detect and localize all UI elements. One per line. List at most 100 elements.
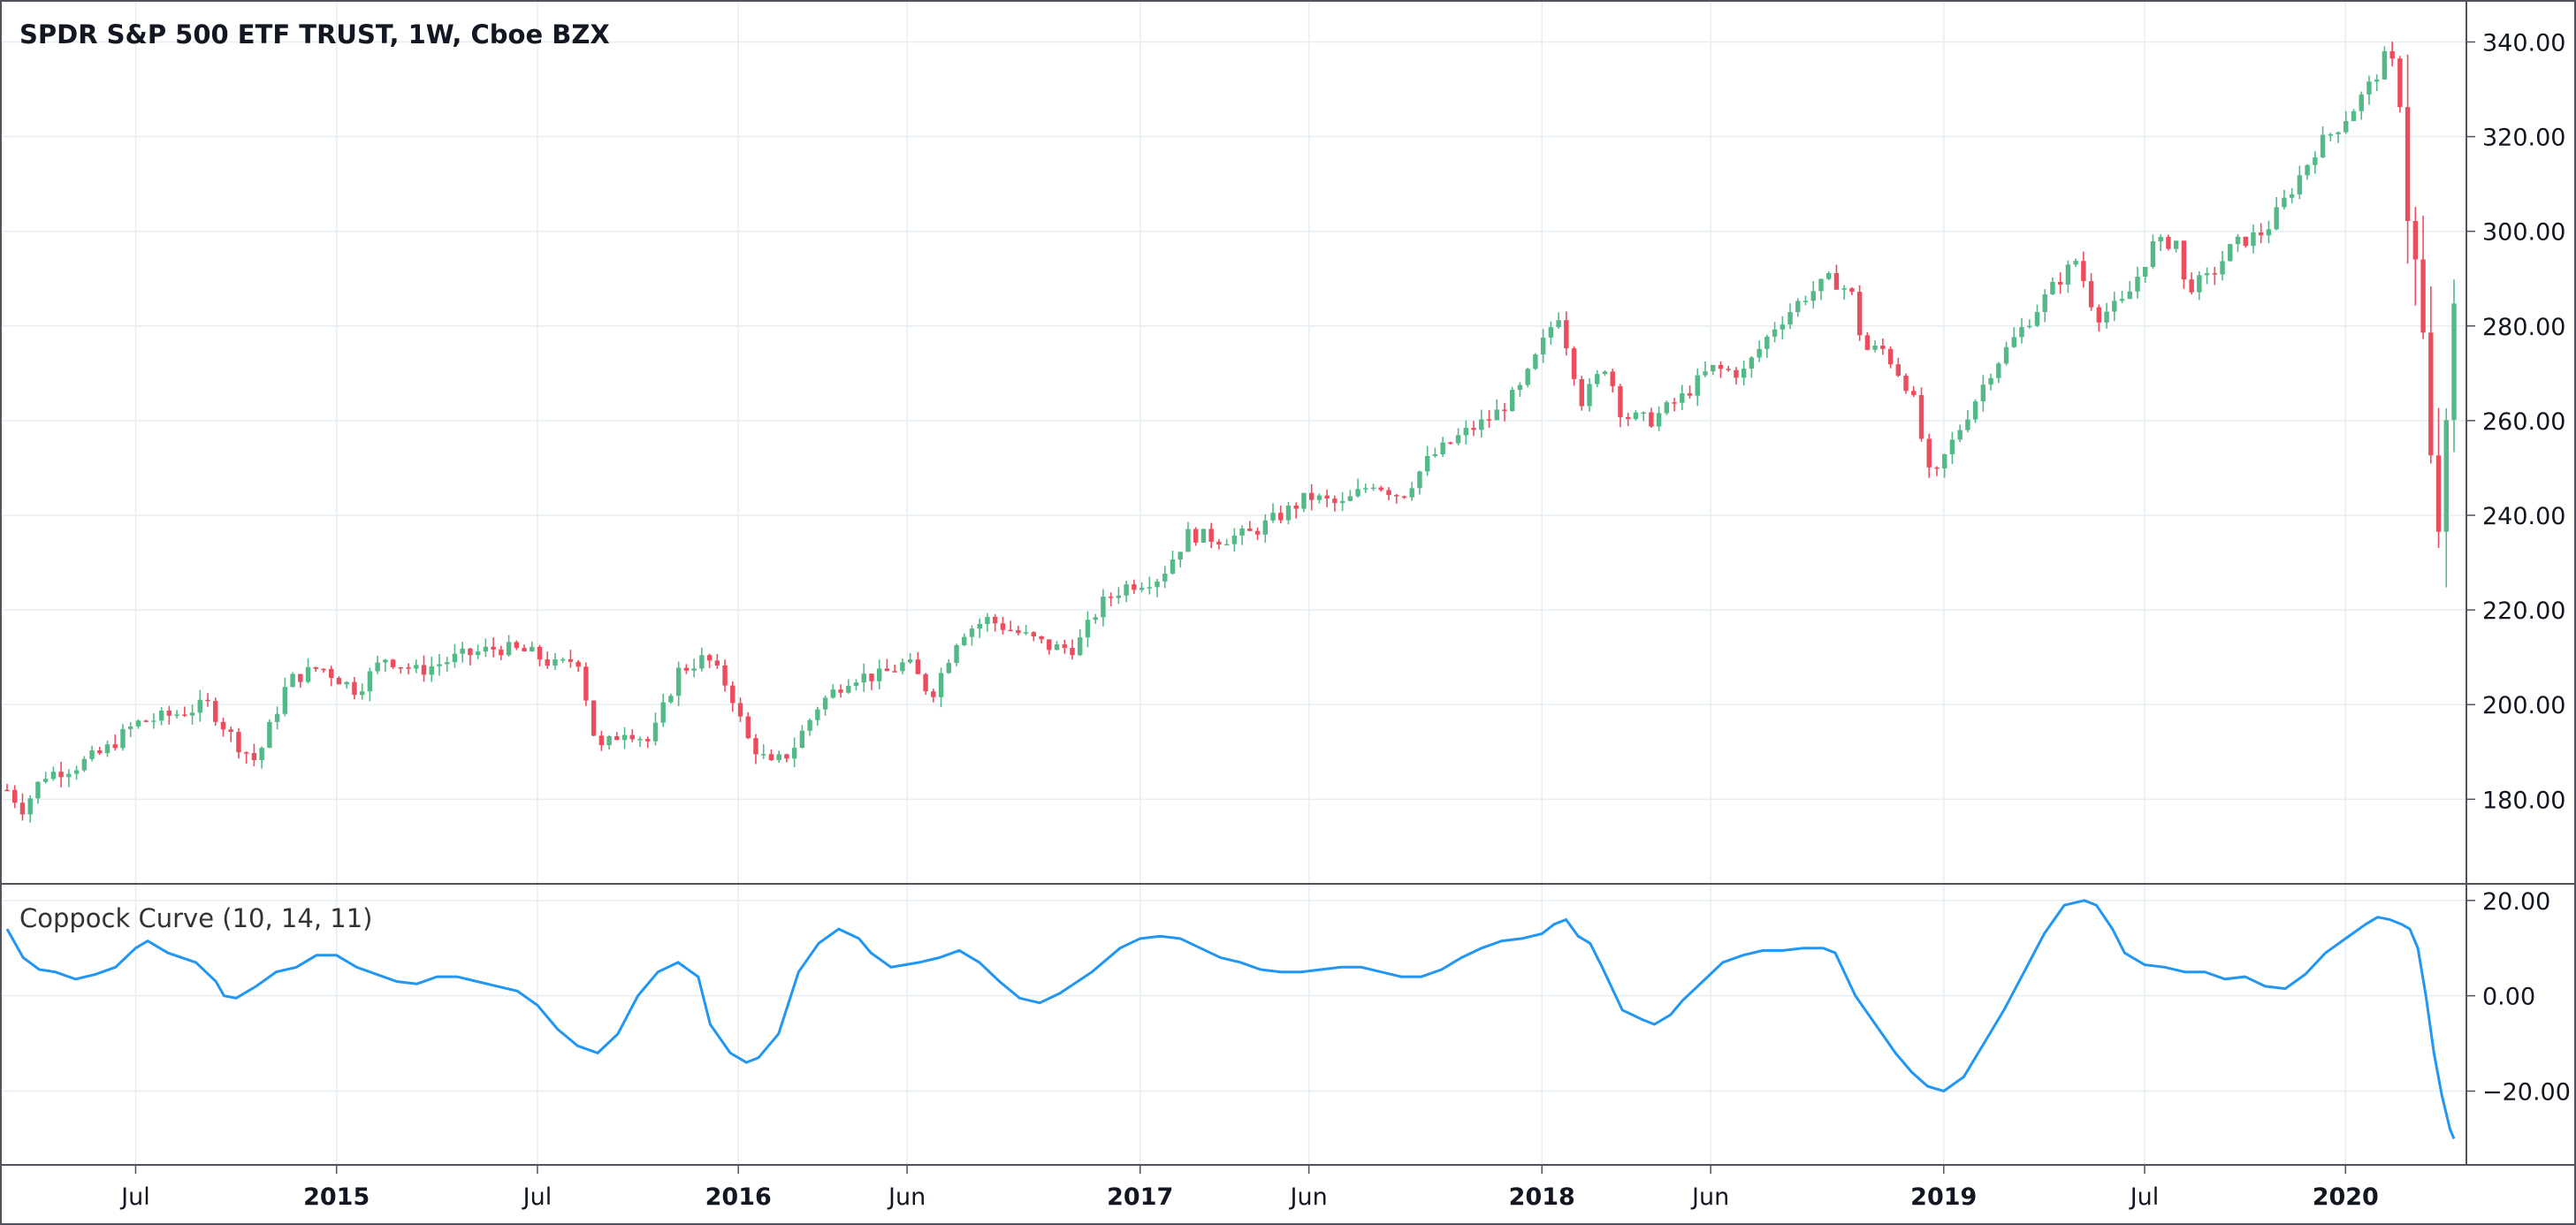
candle[interactable] xyxy=(2212,266,2218,285)
candle[interactable] xyxy=(2019,318,2024,344)
candle[interactable] xyxy=(243,751,249,764)
candle[interactable] xyxy=(1054,641,1060,651)
candle[interactable] xyxy=(954,643,959,666)
candle[interactable] xyxy=(429,656,434,682)
candle[interactable] xyxy=(2220,251,2225,281)
candle[interactable] xyxy=(1872,340,1878,353)
candle[interactable] xyxy=(2359,91,2364,120)
candle[interactable] xyxy=(745,711,751,740)
candle[interactable] xyxy=(1308,483,1315,511)
candle[interactable] xyxy=(2274,196,2279,231)
candle[interactable] xyxy=(1903,373,1909,394)
candle[interactable] xyxy=(2320,126,2326,158)
candle[interactable] xyxy=(1185,521,1191,552)
candle[interactable] xyxy=(1062,639,1067,654)
candle[interactable] xyxy=(182,706,187,718)
time-axis-labels[interactable]: Jul 2015 Jul 2016 Jun 2017 Jun 2018 Jun 2019 Jul 20… xyxy=(119,1165,2379,1211)
candle[interactable] xyxy=(2397,56,2403,113)
candle[interactable] xyxy=(1672,398,1677,412)
candle[interactable] xyxy=(1223,538,1230,546)
candle[interactable] xyxy=(1023,624,1029,635)
candle[interactable] xyxy=(27,795,33,823)
candle[interactable] xyxy=(1633,410,1639,421)
candle[interactable] xyxy=(784,753,789,763)
candle[interactable] xyxy=(2282,189,2287,210)
candle[interactable] xyxy=(1564,311,1569,356)
candle[interactable] xyxy=(445,657,450,672)
candle[interactable] xyxy=(753,734,758,765)
candle[interactable] xyxy=(50,766,57,781)
candle[interactable] xyxy=(1132,579,1137,594)
candle[interactable] xyxy=(1517,382,1523,398)
candle[interactable] xyxy=(4,783,10,792)
candle[interactable] xyxy=(2065,260,2071,293)
candle[interactable] xyxy=(1625,413,1631,426)
candle[interactable] xyxy=(1247,521,1253,531)
candle[interactable] xyxy=(2235,233,2241,253)
candle[interactable] xyxy=(869,673,874,690)
candle[interactable] xyxy=(135,719,141,729)
candle[interactable] xyxy=(1957,424,1962,443)
candle[interactable] xyxy=(189,704,195,725)
candle[interactable] xyxy=(1911,385,1917,398)
candle[interactable] xyxy=(1347,490,1353,502)
candle[interactable] xyxy=(2297,165,2303,200)
candle[interactable] xyxy=(73,765,80,780)
candle[interactable] xyxy=(2135,266,2140,299)
candle[interactable] xyxy=(1455,428,1461,445)
candle[interactable] xyxy=(553,652,558,670)
price-axis-labels[interactable]: 180.00 200.00 220.00 240.00 260.00 280.00 300.… xyxy=(2466,29,2565,814)
candle[interactable] xyxy=(1301,492,1307,513)
candle[interactable] xyxy=(853,679,859,691)
candle[interactable] xyxy=(1139,582,1145,593)
candle[interactable] xyxy=(1479,409,1484,438)
candle[interactable] xyxy=(452,643,458,668)
candle[interactable] xyxy=(213,697,218,727)
candle[interactable] xyxy=(499,645,504,660)
candle[interactable] xyxy=(768,749,774,762)
candle[interactable] xyxy=(2081,251,2086,288)
candle[interactable] xyxy=(2420,216,2426,339)
candle[interactable] xyxy=(614,732,620,741)
candle[interactable] xyxy=(2057,271,2063,294)
candle[interactable] xyxy=(2289,187,2295,204)
indicator-axis-labels[interactable]: −20.00 0.00 20.00 xyxy=(2466,888,2571,1107)
candle[interactable] xyxy=(699,647,705,672)
candle[interactable] xyxy=(1787,303,1793,330)
candle[interactable] xyxy=(2313,151,2318,174)
candle[interactable] xyxy=(1856,285,1863,341)
candle[interactable] xyxy=(2119,290,2125,304)
candle[interactable] xyxy=(583,662,589,706)
candle[interactable] xyxy=(104,740,111,757)
candle[interactable] xyxy=(1332,495,1338,512)
candle[interactable] xyxy=(2228,243,2233,262)
candle[interactable] xyxy=(1093,613,1098,624)
candle[interactable] xyxy=(1370,483,1376,491)
candle[interactable] xyxy=(606,734,612,749)
candle[interactable] xyxy=(19,793,26,821)
candle[interactable] xyxy=(977,618,982,638)
candle[interactable] xyxy=(282,677,288,717)
candle[interactable] xyxy=(2034,304,2040,328)
candle[interactable] xyxy=(530,641,535,652)
indicator-label[interactable]: Coppock Curve (10, 14, 11) xyxy=(19,903,373,933)
candle[interactable] xyxy=(892,664,897,673)
candle[interactable] xyxy=(1895,357,1902,377)
candle[interactable] xyxy=(298,673,303,689)
candle[interactable] xyxy=(1239,525,1245,545)
candle[interactable] xyxy=(1278,506,1284,524)
candle[interactable] xyxy=(537,644,543,666)
candle[interactable] xyxy=(1926,433,1932,478)
candle[interactable] xyxy=(1378,485,1383,492)
candle[interactable] xyxy=(1934,466,1940,476)
candle[interactable] xyxy=(645,736,651,749)
candle[interactable] xyxy=(1749,355,1755,378)
candle[interactable] xyxy=(1008,620,1013,632)
candle[interactable] xyxy=(1802,295,1809,306)
candle[interactable] xyxy=(815,706,820,726)
candle[interactable] xyxy=(2204,267,2210,285)
candle[interactable] xyxy=(174,710,179,719)
candle[interactable] xyxy=(1170,551,1176,575)
candle[interactable] xyxy=(1116,587,1122,605)
candle[interactable] xyxy=(1394,493,1399,504)
